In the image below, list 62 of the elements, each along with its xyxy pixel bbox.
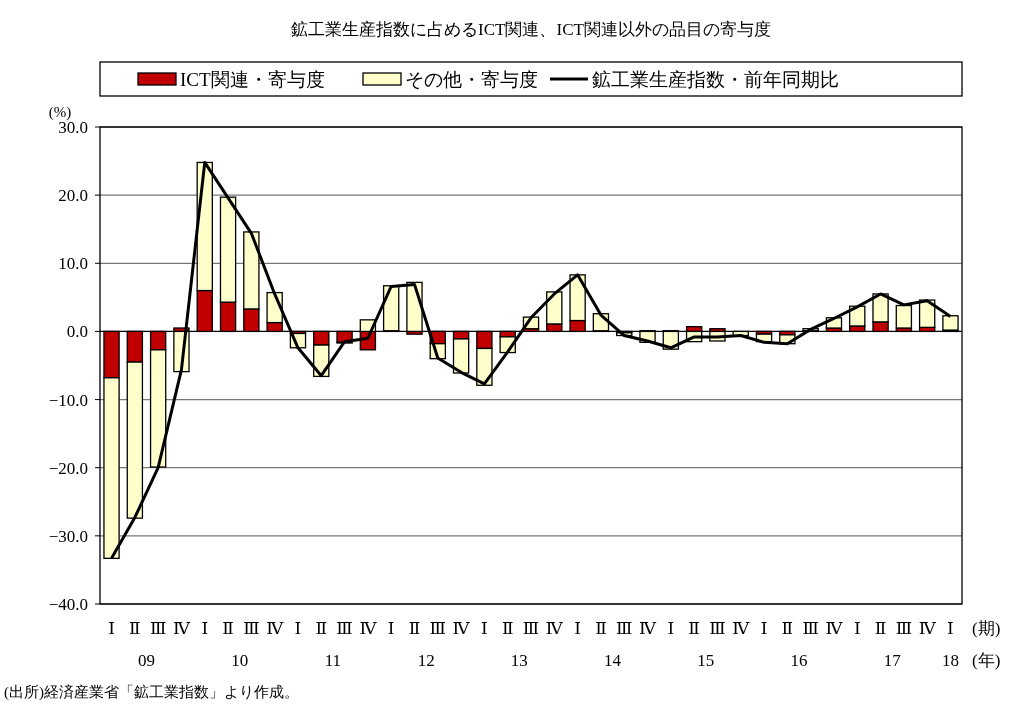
x-axis-title: (期) (972, 619, 1001, 638)
x-tick-label: Ⅳ (172, 619, 191, 638)
x-tick-label: Ⅲ (243, 619, 260, 638)
x-tick-label: Ⅱ (688, 619, 700, 638)
y-tick-label: −10.0 (48, 390, 88, 410)
y-tick-label: −30.0 (48, 526, 88, 546)
text: 10 (231, 651, 249, 670)
legend-label: 鉱工業生産指数・前年同期比 (592, 69, 839, 90)
text: 12 (417, 651, 435, 670)
text: 11 (324, 651, 342, 670)
text: 16 (790, 651, 808, 670)
chart-title: 鉱工業生産指数に占めるICT関連、ICT関連以外の品目の寄与度 (291, 20, 771, 39)
x-tick-label: Ⅰ (387, 619, 395, 638)
x-tick-label: Ⅰ (667, 619, 675, 638)
text: 18 (941, 651, 959, 670)
x-tick-label: Ⅱ (501, 619, 514, 638)
x-tick-label: Ⅲ (616, 619, 633, 638)
x-tick-label: Ⅲ (336, 619, 353, 638)
x-tick-label: Ⅰ (947, 619, 954, 638)
x-tick-label: Ⅲ (895, 619, 913, 638)
y-tick-label: −20.0 (48, 458, 88, 478)
x-tick-label: Ⅲ (149, 619, 167, 638)
x-tick-label: Ⅳ (545, 619, 564, 638)
x-tick-label: Ⅰ (108, 619, 115, 638)
legend-label: その他・寄与度 (405, 69, 538, 90)
x-tick-label: Ⅳ (266, 619, 285, 638)
x-tick-label: Ⅱ (595, 619, 607, 638)
x-tick-label: Ⅰ (294, 619, 302, 638)
text: 15 (697, 651, 715, 670)
text: 09 (137, 651, 155, 670)
x-tick-label: Ⅱ (129, 619, 141, 638)
y-tick-label: 0.0 (66, 322, 88, 342)
text: 13 (510, 651, 528, 670)
text: 14 (604, 651, 622, 670)
x-tick-label: Ⅳ (639, 619, 658, 638)
y-tick-label: −40.0 (48, 594, 88, 614)
y-axis-title: (%) (48, 104, 72, 121)
x-tick-label: Ⅰ (201, 619, 209, 638)
x-tick-label: Ⅲ (802, 619, 819, 638)
text: 17 (883, 651, 902, 670)
legend-label: ICT関連・寄与度 (180, 69, 325, 90)
x-tick-label: Ⅱ (781, 619, 794, 638)
x-tick-label: Ⅲ (709, 619, 726, 638)
x-tick-label: Ⅰ (574, 619, 581, 638)
x-tick-label: Ⅳ (825, 619, 844, 638)
x-tick-label: Ⅳ (452, 619, 471, 638)
x-tick-label: Ⅱ (222, 619, 234, 638)
x-tick-label: Ⅲ (429, 619, 446, 638)
text: (年) (972, 651, 1001, 670)
x-tick-label: Ⅱ (315, 619, 328, 638)
x-tick-label: Ⅰ (853, 619, 861, 638)
x-tick-label: Ⅳ (359, 619, 378, 638)
text: (出所)経済産業省「鉱工業指数」より作成。 (4, 684, 299, 701)
y-tick-label: 20.0 (58, 186, 88, 206)
x-tick-label: Ⅱ (874, 619, 887, 638)
x-tick-label: Ⅳ (732, 619, 751, 638)
y-tick-label: 10.0 (58, 254, 88, 274)
x-tick-label: Ⅰ (481, 619, 488, 638)
x-tick-label: Ⅲ (522, 619, 540, 638)
x-tick-label: Ⅱ (408, 619, 421, 638)
x-tick-label: Ⅳ (918, 619, 937, 638)
x-tick-label: Ⅰ (760, 619, 768, 638)
